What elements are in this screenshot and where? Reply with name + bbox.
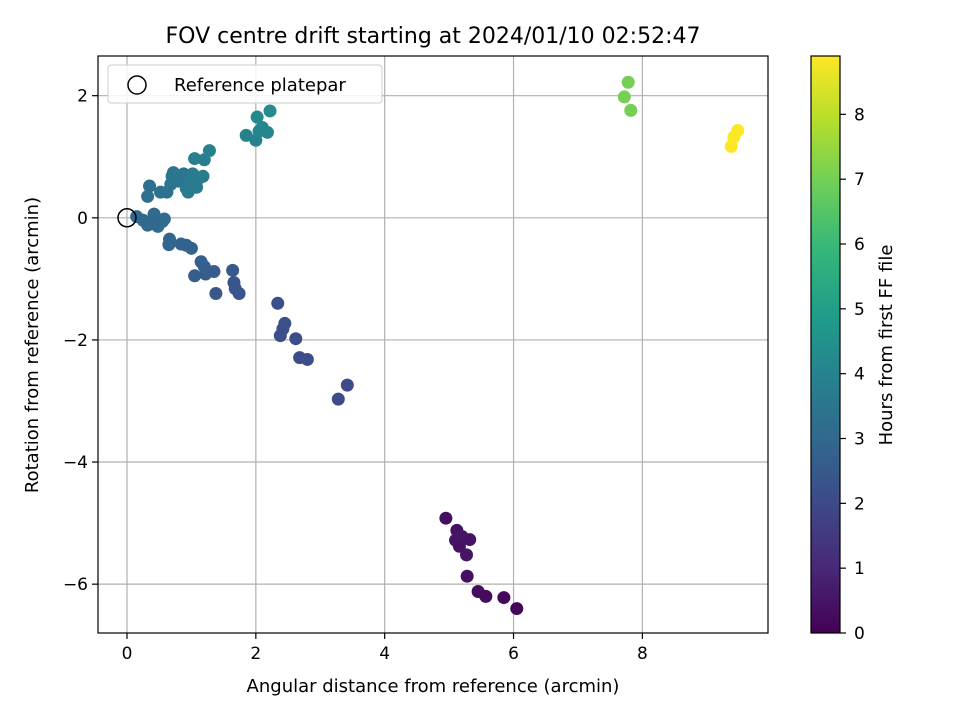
x-tick-label: 4: [379, 644, 390, 664]
data-point: [731, 123, 745, 137]
data-point: [232, 287, 246, 301]
data-point: [147, 217, 161, 231]
reference-platepar-marker: [117, 208, 137, 228]
data-point: [147, 207, 161, 221]
data-point: [263, 104, 277, 118]
data-point: [157, 212, 171, 226]
data-point: [439, 511, 453, 525]
colorbar-tick-label: 3: [854, 430, 865, 450]
colorbar-tick-label: 0: [854, 624, 865, 644]
y-tick-label: −4: [63, 453, 88, 473]
data-point: [250, 110, 264, 124]
x-tick-label: 2: [250, 644, 261, 664]
data-point: [617, 90, 631, 104]
data-point: [202, 144, 216, 158]
x-axis-ticks: 0 2 4 6 8: [122, 633, 648, 664]
x-axis-label: Angular distance from reference (arcmin): [247, 676, 620, 697]
colorbar-tick-label: 4: [854, 365, 865, 385]
colorbar-tick-label: 1: [854, 559, 865, 579]
data-point: [197, 260, 211, 274]
data-point: [184, 241, 198, 255]
data-point: [621, 75, 635, 89]
data-point: [340, 378, 354, 392]
legend-box: [107, 64, 383, 104]
data-point: [141, 189, 155, 203]
data-point: [463, 533, 477, 547]
data-point: [479, 589, 493, 603]
data-point: [624, 103, 638, 117]
legend: Reference platepar: [107, 64, 383, 104]
x-tick-label: 0: [122, 644, 133, 664]
y-axis-ticks: −6 −4 −2 0 2: [63, 87, 98, 595]
colorbar-tick-label: 2: [854, 494, 865, 514]
plot-frame: [97, 55, 769, 634]
grid: [98, 56, 768, 633]
data-point: [289, 332, 303, 346]
y-tick-label: −2: [63, 331, 88, 351]
data-point: [226, 263, 240, 277]
data-point: [278, 316, 292, 330]
y-tick-label: −6: [63, 575, 88, 595]
data-point: [260, 125, 274, 139]
scatter-points: [130, 75, 745, 616]
data-point: [162, 238, 176, 252]
data-point: [452, 539, 466, 553]
colorbar: [810, 55, 841, 634]
data-point: [460, 569, 474, 583]
data-point: [143, 179, 157, 193]
data-point: [174, 237, 188, 251]
colorbar-tick-label: 7: [854, 170, 865, 190]
chart-title: FOV centre drift starting at 2024/01/10 …: [166, 24, 701, 49]
x-tick-label: 6: [508, 644, 519, 664]
y-tick-label: 2: [77, 87, 88, 107]
colorbar-tick-label: 5: [854, 300, 865, 320]
data-point: [188, 269, 202, 283]
data-point: [460, 548, 473, 562]
data-point: [510, 602, 524, 616]
data-point: [209, 287, 223, 301]
y-axis-label: Rotation from reference (arcmin): [22, 197, 43, 493]
legend-marker: [127, 75, 147, 95]
colorbar-tick-label: 6: [854, 235, 865, 255]
colorbar-tick-label: 8: [854, 105, 865, 125]
data-point: [331, 392, 345, 406]
data-point: [188, 152, 202, 166]
colorbar-ticks: 0 1 2 3 4 5 6 7 8: [840, 105, 865, 644]
data-point: [300, 352, 314, 366]
y-tick-label: 0: [77, 209, 88, 229]
data-point: [271, 296, 285, 310]
legend-label: Reference platepar: [174, 75, 346, 96]
x-tick-label: 8: [637, 644, 648, 664]
data-point: [497, 591, 511, 605]
colorbar-label: Hours from first FF file: [876, 245, 897, 446]
data-point: [239, 128, 253, 142]
data-point: [196, 169, 210, 183]
